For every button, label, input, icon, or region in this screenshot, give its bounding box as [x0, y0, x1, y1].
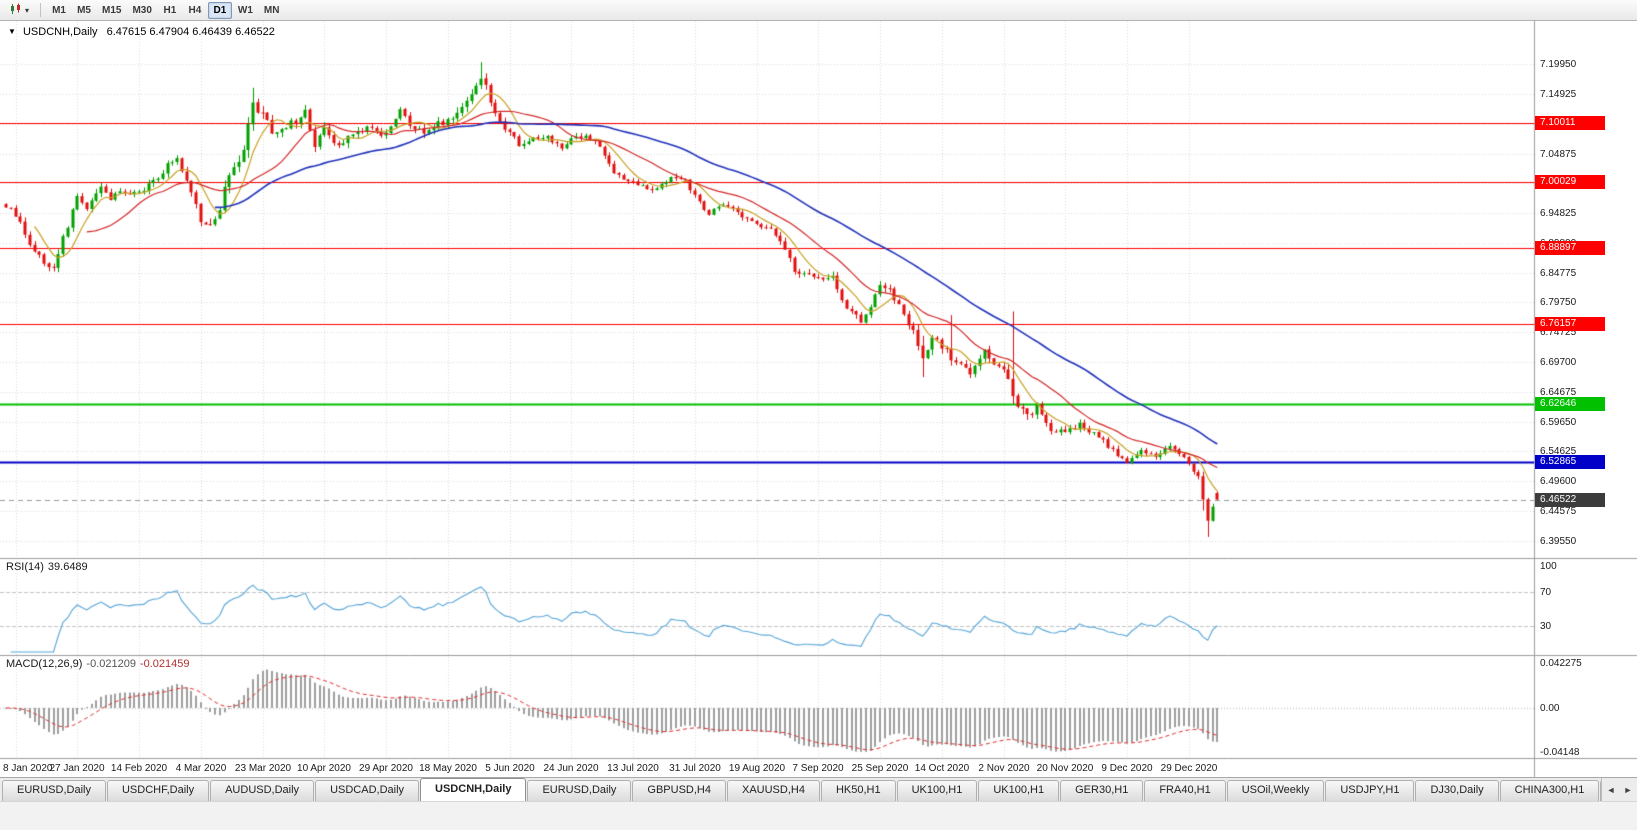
chart-tab-1[interactable]: USDCHF,Daily [106, 780, 210, 801]
candlestick-chart-icon [9, 3, 23, 18]
chart-tab-6[interactable]: GBPUSD,H4 [632, 780, 726, 801]
macd-name: MACD(12,26,9) [6, 658, 83, 670]
chart-area: 7.19950 7.14925 7.09900 7.04875 6.99850 6.948… [0, 21, 1637, 777]
chart-tab-14[interactable]: USDJPY,H1 [1325, 780, 1415, 801]
chevron-down-icon: ▾ [25, 5, 30, 15]
timeframe-button-w1[interactable]: W1 [237, 4, 253, 16]
timeframe-button-m15[interactable]: M15 [102, 4, 122, 16]
rsi-indicator-label: RSI(14) 39.6489 [6, 561, 92, 573]
chart-tab-12[interactable]: FRA40,H1 [1144, 780, 1226, 801]
status-strip [0, 801, 1637, 830]
chart-ohlc-values: 6.47615 6.47904 6.46439 6.46522 [106, 26, 275, 38]
chart-tab-9[interactable]: UK100,H1 [896, 780, 978, 801]
chart-type-button[interactable]: ▾ [4, 1, 34, 20]
chart-tab-5[interactable]: EURUSD,Daily [527, 780, 632, 801]
chart-tab-7[interactable]: XAUUSD,H4 [726, 780, 820, 801]
chart-tab-0[interactable]: EURUSD,Daily [2, 780, 106, 801]
timeframe-buttons-group: M1 M5 M15 M30 H1 H4 D1 W1 MN [47, 1, 284, 19]
macd-main-value: -0.021209 [86, 658, 136, 670]
chart-tab-13[interactable]: USOil,Weekly [1226, 780, 1325, 801]
timeframe-button-m5[interactable]: M5 [77, 4, 91, 16]
tab-scroll-left-icon[interactable]: ◄ [1606, 784, 1616, 795]
tab-scroll-buttons: ◄ ► [1601, 778, 1637, 801]
chart-tabs: EURUSD,Daily USDCHF,Daily AUDUSD,Daily USDC… [2, 778, 1637, 801]
chart-tab-4[interactable]: USDCNH,Daily [420, 778, 527, 801]
price-chart-canvas[interactable] [0, 21, 1637, 777]
timeframe-button-m30[interactable]: M30 [132, 4, 152, 16]
timeframe-button-h4[interactable]: H4 [188, 4, 202, 16]
timeframe-toolbar: ▾ M1 M5 M15 M30 H1 H4 D1 W1 MN [0, 0, 1637, 21]
macd-signal-value: -0.021459 [139, 658, 190, 670]
timeframe-button-m1[interactable]: M1 [52, 4, 66, 16]
timeframe-button-h1[interactable]: H1 [163, 4, 177, 16]
rsi-name: RSI(14) [6, 561, 44, 573]
collapse-icon[interactable]: ▼ [8, 27, 16, 36]
chart-header: ▼ USDCNH,Daily 6.47615 6.47904 6.46439 6… [8, 26, 275, 38]
timeframe-button-d1[interactable]: D1 [207, 1, 232, 19]
chart-tab-3[interactable]: USDCAD,Daily [315, 780, 420, 801]
chart-tab-bar: EURUSD,Daily USDCHF,Daily AUDUSD,Daily USDC… [0, 777, 1637, 801]
timeframe-button-mn[interactable]: MN [263, 4, 280, 16]
chart-tab-16[interactable]: CHINA300,H1 [1499, 780, 1600, 801]
toolbar-separator [40, 3, 42, 17]
chart-tab-8[interactable]: HK50,H1 [820, 780, 896, 801]
chart-tab-15[interactable]: DJ30,Daily [1415, 780, 1499, 801]
macd-indicator-label: MACD(12,26,9) -0.021209 -0.021459 [6, 658, 194, 670]
chart-tab-2[interactable]: AUDUSD,Daily [210, 780, 315, 801]
rsi-value: 39.6489 [47, 561, 88, 573]
chart-tab-10[interactable]: UK100,H1 [978, 780, 1060, 801]
tab-scroll-right-icon[interactable]: ► [1623, 784, 1633, 795]
chart-tab-11[interactable]: GER30,H1 [1060, 780, 1144, 801]
chart-symbol-label: USDCNH,Daily [22, 26, 98, 38]
